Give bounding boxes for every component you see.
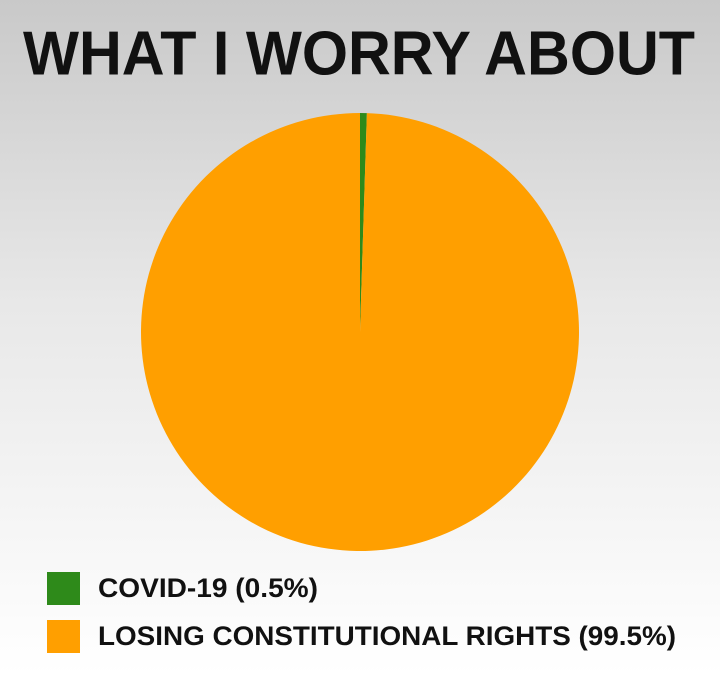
legend-swatch — [47, 620, 80, 653]
legend-swatch — [47, 572, 80, 605]
legend-label: LOSING CONSTITUTIONAL RIGHTS (99.5%) — [98, 621, 676, 651]
pie-slice — [141, 113, 580, 551]
legend-label: COVID-19 (0.5%) — [98, 573, 318, 603]
chart-title: WHAT I WORRY ABOUT — [23, 19, 695, 88]
pie-slice — [360, 113, 367, 332]
